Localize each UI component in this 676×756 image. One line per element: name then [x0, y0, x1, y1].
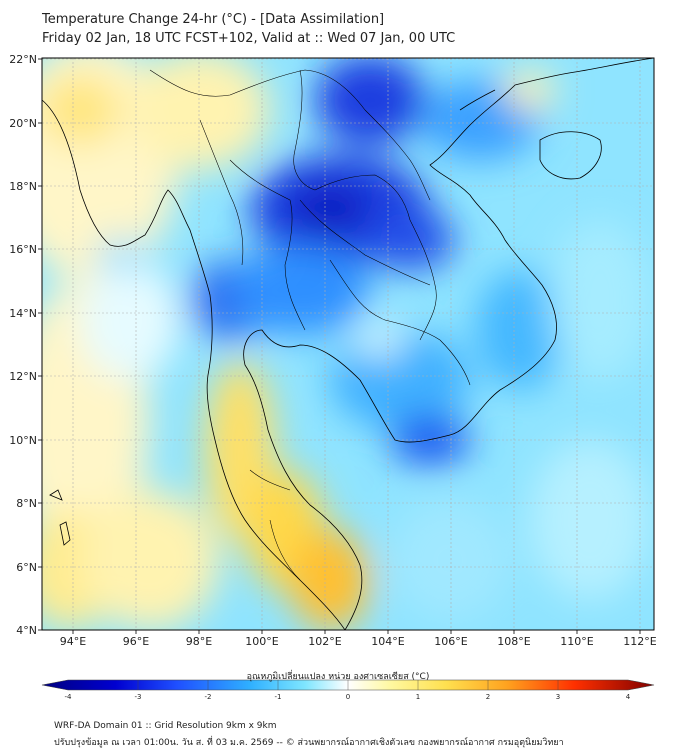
- lon-label: 94°E: [60, 635, 86, 648]
- colorbar-tick: -3: [135, 693, 142, 701]
- lon-label: 112°E: [623, 635, 656, 648]
- colorbar-tick: 4: [626, 693, 631, 701]
- coastlines: [42, 58, 654, 630]
- lon-label: 110°E: [560, 635, 593, 648]
- lon-label: 100°E: [245, 635, 278, 648]
- colorbar-tick: 1: [416, 693, 420, 701]
- temperature-field: [42, 58, 654, 630]
- footer-credit: ปรับปรุงข้อมูล ณ เวลา 01:00น. วัน ส. ที่…: [54, 738, 564, 748]
- footer-resolution: WRF-DA Domain 01 :: Grid Resolution 9km …: [54, 721, 277, 731]
- map-frame: [41, 57, 655, 631]
- axis-ticks: [38, 58, 641, 634]
- lat-label: 18°N: [9, 180, 37, 193]
- colorbar-tick: -2: [205, 693, 212, 701]
- lon-label: 106°E: [434, 635, 467, 648]
- colorbar-label: อุณหภูมิเปลี่ยนแปลง หน่วย องศาเซลเซียส (…: [246, 672, 430, 682]
- colorbar-tick: 0: [346, 693, 350, 701]
- colorbar-tick: 2: [486, 693, 490, 701]
- lat-label: 22°N: [9, 53, 37, 66]
- lon-label: 102°E: [308, 635, 341, 648]
- colorbar-tick: -4: [65, 693, 73, 701]
- graticule: [42, 58, 654, 630]
- lon-label: 98°E: [186, 635, 212, 648]
- lat-label: 6°N: [16, 561, 37, 574]
- colorbar-tick: -1: [275, 693, 282, 701]
- colorbar-tick: 3: [556, 693, 560, 701]
- lat-label: 10°N: [9, 434, 37, 447]
- lon-label: 108°E: [497, 635, 530, 648]
- longitude-labels: 94°E 96°E 98°E 100°E 102°E 104°E 106°E 1…: [60, 635, 657, 648]
- country-borders: [149, 69, 471, 581]
- lat-label: 4°N: [16, 624, 37, 637]
- lat-label: 16°N: [9, 243, 37, 256]
- map-subtitle: Friday 02 Jan, 18 UTC FCST+102, Valid at…: [42, 31, 456, 46]
- lon-label: 104°E: [371, 635, 404, 648]
- colorbar: -4 -3 -2 -1 0 1 2 3 4: [41, 679, 655, 701]
- lat-label: 14°N: [9, 307, 37, 320]
- map-title: Temperature Change 24-hr (°C) - [Data As…: [42, 12, 385, 27]
- lat-label: 12°N: [9, 370, 37, 383]
- lat-label: 20°N: [9, 117, 37, 130]
- lon-label: 96°E: [123, 635, 149, 648]
- colorbar-divisions: [137, 680, 559, 690]
- lat-label: 8°N: [16, 497, 37, 510]
- latitude-labels: 22°N 20°N 18°N 16°N 14°N 12°N 10°N 8°N 6…: [9, 53, 37, 637]
